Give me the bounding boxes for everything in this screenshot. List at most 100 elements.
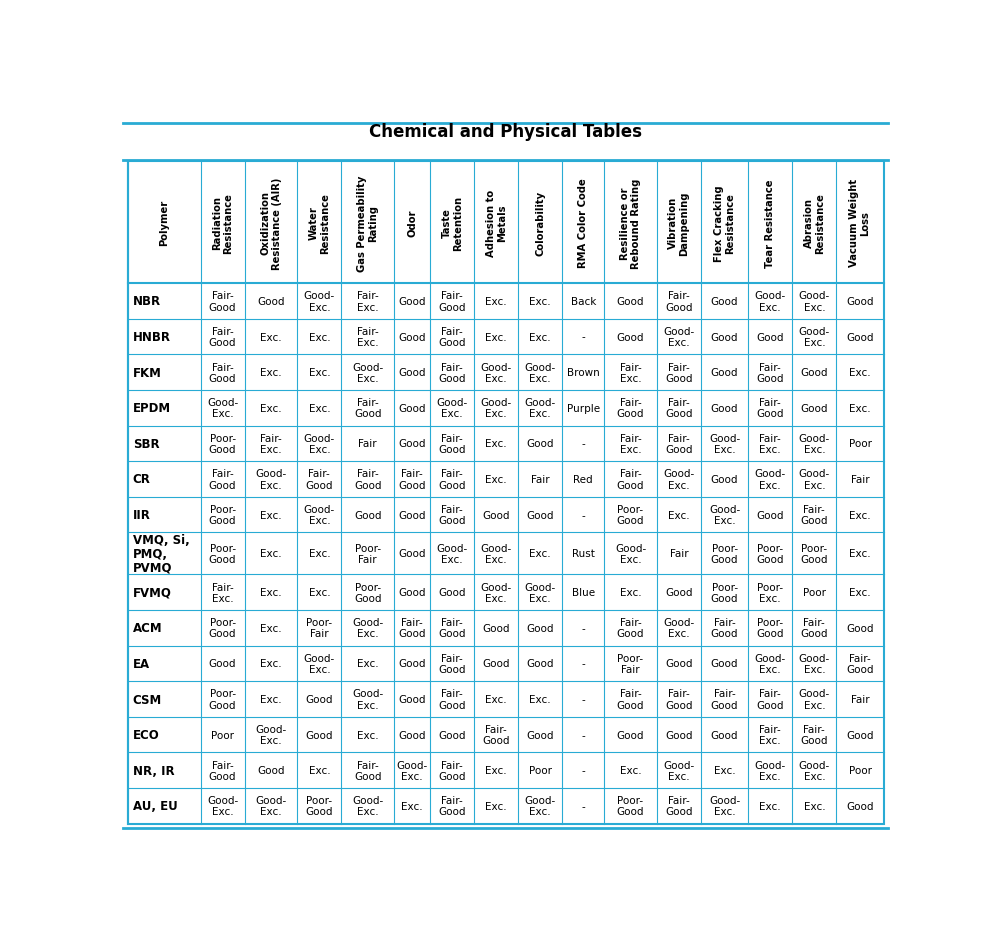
Text: Exc.: Exc. <box>485 439 507 449</box>
Text: Good: Good <box>306 695 332 704</box>
Text: Good-
Exc.: Good- Exc. <box>352 618 383 638</box>
Text: Good: Good <box>438 588 465 597</box>
Text: Poor-
Good: Poor- Good <box>209 543 236 564</box>
Text: Good-
Exc.: Good- Exc. <box>798 327 829 348</box>
Text: Good: Good <box>800 368 827 378</box>
Text: EA: EA <box>132 657 150 670</box>
Text: Fair-
Exc.: Fair- Exc. <box>260 433 282 455</box>
Text: Good: Good <box>710 368 738 378</box>
Text: Fair-
Good: Fair- Good <box>616 469 644 490</box>
Text: Fair-
Good: Fair- Good <box>616 689 644 709</box>
Text: Good-
Exc.: Good- Exc. <box>708 433 740 455</box>
Text: Good-
Exc.: Good- Exc. <box>480 543 512 564</box>
Text: Good-
Exc.: Good- Exc. <box>798 760 829 781</box>
Text: Poor-
Good: Poor- Good <box>306 796 332 816</box>
Text: Fair-
Good: Fair- Good <box>710 618 738 638</box>
Text: Fair-
Good: Fair- Good <box>438 760 465 781</box>
Text: Purple: Purple <box>566 403 599 414</box>
Text: IIR: IIR <box>132 508 151 521</box>
Text: Fair-
Good: Fair- Good <box>665 689 692 709</box>
Text: Good: Good <box>845 332 873 343</box>
Text: Vacuum Weight
Loss: Vacuum Weight Loss <box>849 179 870 267</box>
Text: Exc.: Exc. <box>401 801 422 811</box>
Text: Exc.: Exc. <box>758 801 780 811</box>
Text: Good: Good <box>398 439 425 449</box>
Text: Poor-
Good: Poor- Good <box>354 582 381 603</box>
Text: Fair: Fair <box>850 695 869 704</box>
Text: Good: Good <box>398 297 425 307</box>
Text: Good: Good <box>526 623 553 633</box>
Text: Exc.: Exc. <box>260 548 282 559</box>
Text: Good-
Exc.: Good- Exc. <box>255 796 286 816</box>
Text: Poor-
Fair: Poor- Fair <box>354 543 381 564</box>
Text: Fair-
Exc.: Fair- Exc. <box>212 582 234 603</box>
Text: Exc.: Exc. <box>260 659 282 668</box>
Text: ACM: ACM <box>132 622 162 635</box>
Text: Poor: Poor <box>848 766 871 775</box>
Text: Poor: Poor <box>211 730 234 739</box>
Text: Good: Good <box>616 297 644 307</box>
Text: Good-
Exc.: Good- Exc. <box>708 505 740 526</box>
Text: Good-
Exc.: Good- Exc. <box>708 796 740 816</box>
Text: Blue: Blue <box>571 588 595 597</box>
Text: Good: Good <box>398 659 425 668</box>
Text: Exc.: Exc. <box>619 588 641 597</box>
Text: Poor: Poor <box>802 588 825 597</box>
Text: Fair-
Good: Fair- Good <box>800 724 827 745</box>
Text: Exc.: Exc. <box>309 403 330 414</box>
Text: Radiation
Resistance: Radiation Resistance <box>212 193 233 254</box>
Text: Poor-
Exc.: Poor- Exc. <box>756 582 783 603</box>
Text: Poor-
Good: Poor- Good <box>755 618 783 638</box>
Text: Fair-
Good: Fair- Good <box>438 618 465 638</box>
Text: Exc.: Exc. <box>309 766 330 775</box>
Text: Tear Resistance: Tear Resistance <box>764 179 774 268</box>
Text: Good-
Exc.: Good- Exc. <box>480 362 512 384</box>
Text: CSM: CSM <box>132 693 162 706</box>
Text: Fair-
Good: Fair- Good <box>616 398 644 419</box>
Text: Abrasion
Resistance: Abrasion Resistance <box>803 193 824 254</box>
Text: -: - <box>581 623 585 633</box>
Text: Good: Good <box>398 368 425 378</box>
Text: NBR: NBR <box>132 295 161 308</box>
Text: Good: Good <box>710 297 738 307</box>
Text: Good: Good <box>710 332 738 343</box>
Text: Poor-
Good: Poor- Good <box>710 543 738 564</box>
Text: Fair-
Good: Fair- Good <box>665 398 692 419</box>
Text: Vibration
Dampening: Vibration Dampening <box>668 191 689 256</box>
Text: Fair-
Good: Fair- Good <box>438 469 465 490</box>
Text: Fair-
Good: Fair- Good <box>398 469 425 490</box>
Text: Poor-
Fair: Poor- Fair <box>617 653 643 674</box>
Text: Good-
Exc.: Good- Exc. <box>525 398 555 419</box>
Text: FKM: FKM <box>132 366 162 379</box>
Text: Exc.: Exc. <box>848 403 870 414</box>
Text: Good: Good <box>665 588 692 597</box>
Text: Fair-
Good: Fair- Good <box>438 327 465 348</box>
Text: -: - <box>581 510 585 520</box>
Text: Poor: Poor <box>848 439 871 449</box>
Text: Fair: Fair <box>358 439 377 449</box>
Text: Fair-
Good: Fair- Good <box>438 291 465 313</box>
Text: Good: Good <box>526 730 553 739</box>
Text: Exc.: Exc. <box>485 695 507 704</box>
Text: Good-
Exc.: Good- Exc. <box>798 469 829 490</box>
Text: Fair-
Exc.: Fair- Exc. <box>619 433 641 455</box>
Text: Poor-
Fair: Poor- Fair <box>306 618 332 638</box>
Text: Taste
Retention: Taste Retention <box>441 196 462 251</box>
Text: -: - <box>581 332 585 343</box>
Text: Exc.: Exc. <box>803 801 824 811</box>
Text: Fair-
Good: Fair- Good <box>209 291 236 313</box>
Text: Fair-
Good: Fair- Good <box>209 327 236 348</box>
Text: Exc.: Exc. <box>848 588 870 597</box>
Text: Poor: Poor <box>528 766 551 775</box>
Text: Fair-
Good: Fair- Good <box>354 469 381 490</box>
Text: Good-
Exc.: Good- Exc. <box>798 291 829 313</box>
Text: Poor-
Good: Poor- Good <box>616 505 644 526</box>
Text: Exc.: Exc. <box>485 766 507 775</box>
Text: Fair-
Good: Fair- Good <box>616 618 644 638</box>
Text: Good-
Exc.: Good- Exc. <box>614 543 646 564</box>
Text: Exc.: Exc. <box>485 801 507 811</box>
Text: Exc.: Exc. <box>260 510 282 520</box>
Text: Poor-
Good: Poor- Good <box>209 689 236 709</box>
Text: Good-
Exc.: Good- Exc. <box>304 433 334 455</box>
Text: Good-
Exc.: Good- Exc. <box>754 469 785 490</box>
